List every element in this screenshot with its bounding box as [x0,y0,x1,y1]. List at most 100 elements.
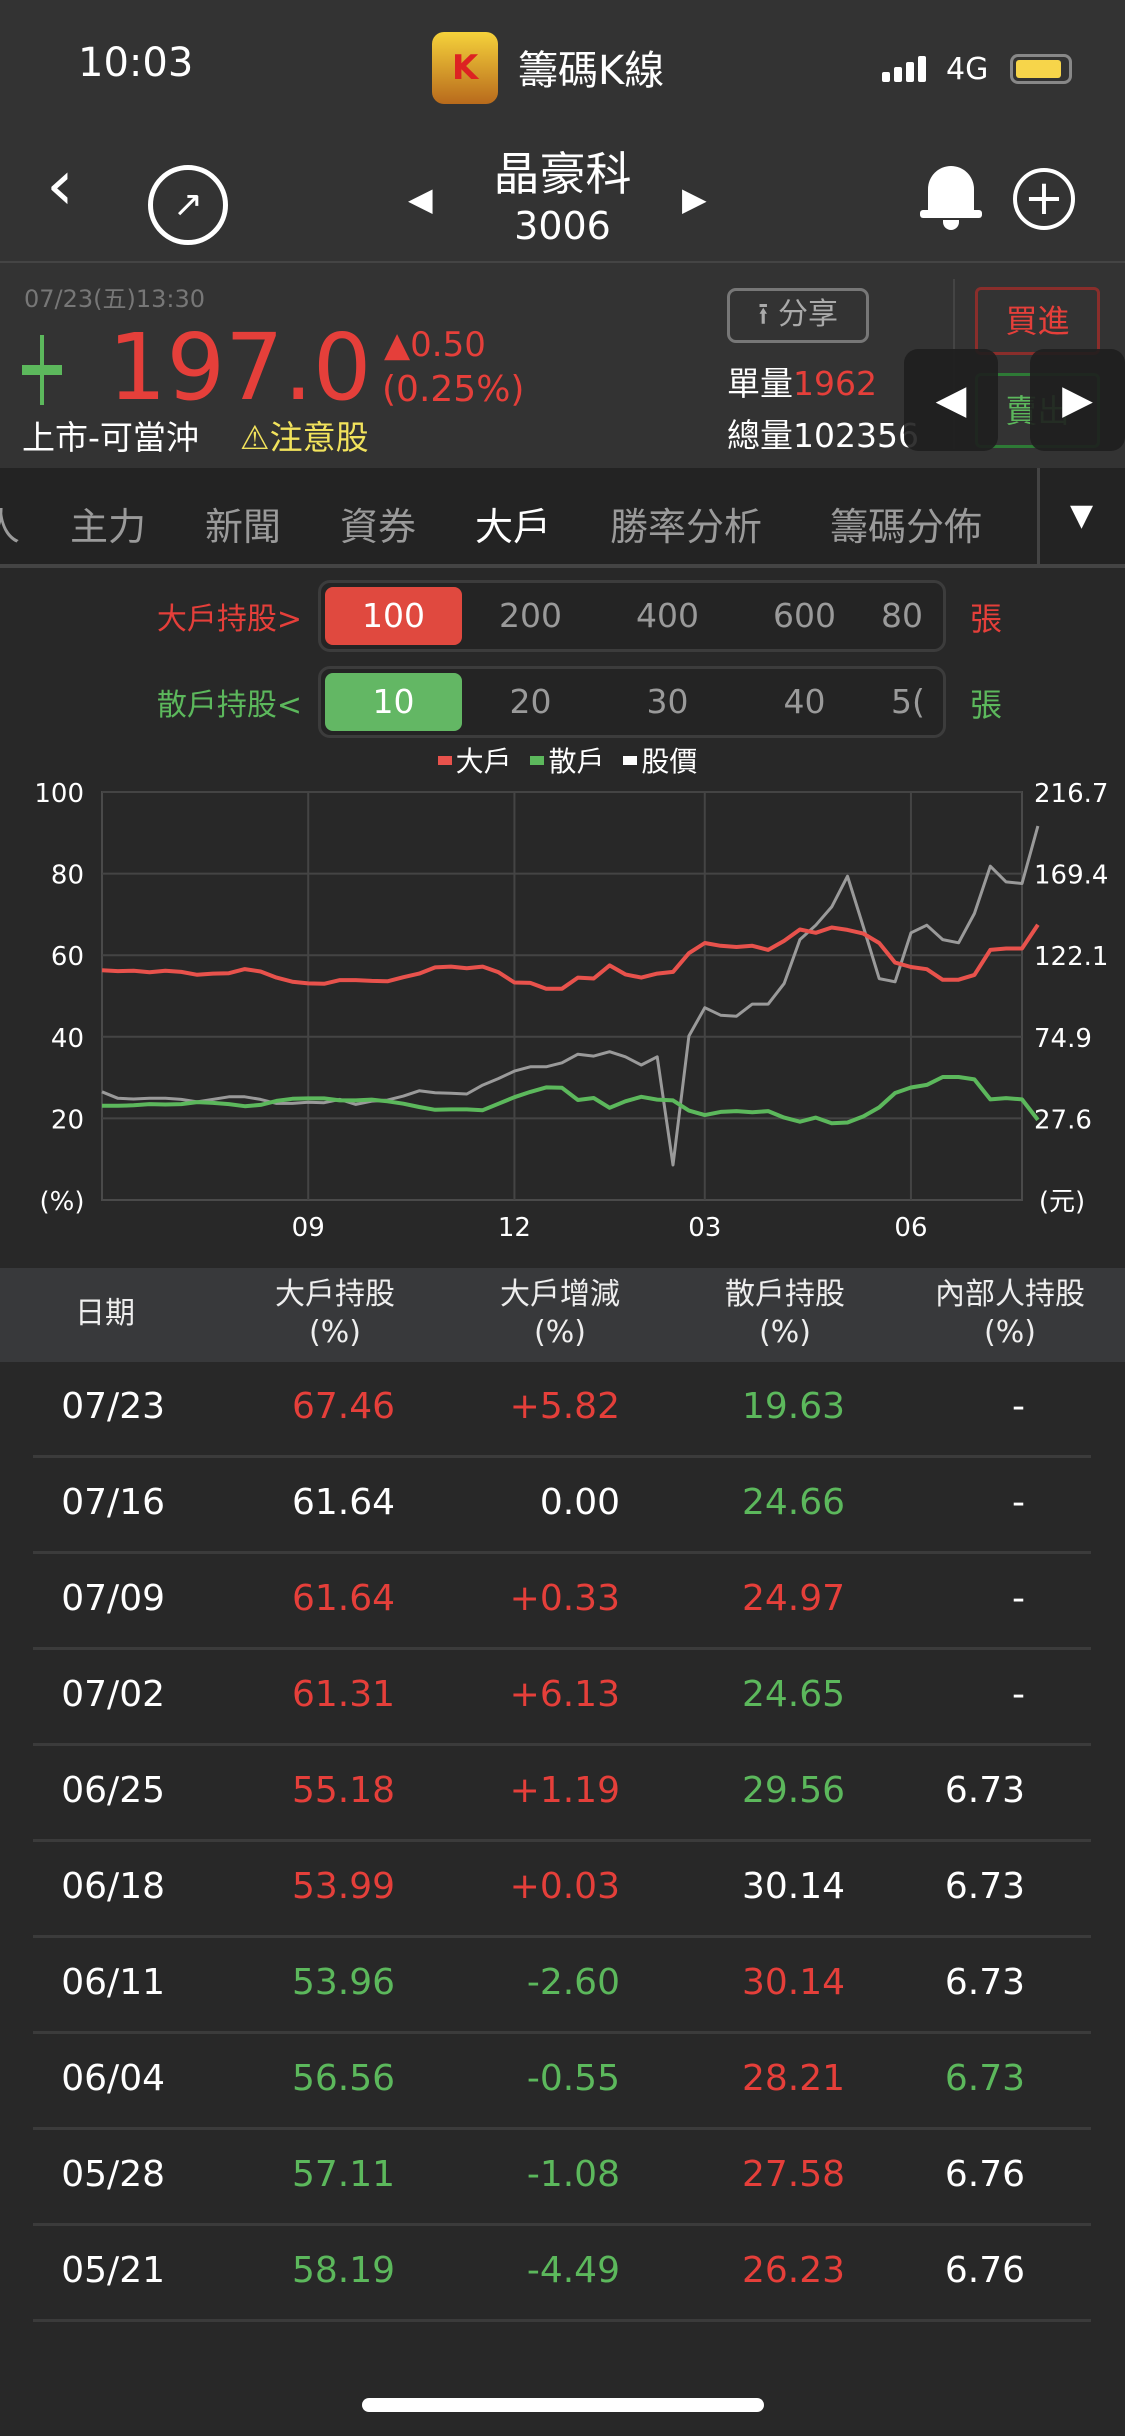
target-trend-icon[interactable]: ↗ [148,165,228,245]
unit-volume-value: 1962 [793,364,877,403]
legend-swatch-big [437,756,452,765]
big-filter-segment[interactable]: 100 200 400 600 80 [318,580,946,652]
big-option-600[interactable]: 600 [773,596,836,635]
table-row[interactable]: 06/18 53.99 +0.03 30.14 6.73 [0,1842,1125,1938]
prev-overlay-arrow-icon[interactable]: ◀ [904,349,998,451]
cell-date: 07/23 [61,1386,165,1427]
row-divider [33,2031,1091,2034]
cell-retail: 24.65 [741,1674,845,1715]
back-chevron-icon[interactable]: ‹ [46,144,74,226]
right-tick-label: 74.9 [1034,1024,1092,1054]
table-row[interactable]: 07/02 61.31 +6.13 24.65 - [0,1650,1125,1746]
add-circle-icon[interactable]: + [1013,168,1075,230]
column-header-label: 大戶增減 [500,1277,620,1312]
left-tick-label: 60 [51,942,84,972]
tab-margin[interactable]: 資券 [340,505,417,549]
retail-option-50[interactable]: 5( [891,682,925,721]
column-header-unit: (%) [984,1315,1036,1350]
row-divider [33,1455,1091,1458]
cell-insider: 6.76 [944,2250,1025,2291]
x-tick-label: 06 [894,1213,927,1243]
tab-big-holders[interactable]: 大戶 [475,505,552,549]
tab-main-force[interactable]: 主力 [70,505,147,549]
warning-triangle-icon: ⚠ [240,418,270,457]
tab-win-rate[interactable]: 勝率分析 [610,505,763,549]
tab-bar: 人 主力 新聞 資券 大戶 勝率分析 籌碼分佈 ▼ [0,468,1125,568]
next-stock-arrow-icon[interactable]: ▶ [682,180,707,218]
table-row[interactable]: 05/21 58.19 -4.49 26.23 6.76 [0,2226,1125,2322]
row-divider [33,1935,1091,1938]
legend-big: 大戶 [455,745,512,778]
bell-icon[interactable] [918,160,984,232]
tab-dropdown-icon[interactable]: ▼ [1070,498,1094,533]
next-overlay-arrow-icon[interactable]: ▶ [1030,349,1125,451]
big-option-400[interactable]: 400 [636,596,699,635]
total-volume: 總量102356 [727,409,919,457]
cell-big: 58.19 [291,2250,395,2291]
legend-price: 股價 [641,745,698,778]
stock-name: 晶豪科 [493,147,632,201]
holding-chart: 100 216.7 80 169.4 60 122.1 40 74.9 20 27.6 (%) (元)… [34,779,1108,1243]
row-divider [33,2319,1091,2322]
right-tick-label: 27.6 [1034,1105,1092,1135]
cell-date: 07/16 [61,1482,165,1523]
series-line-price [101,825,1040,1167]
cell-date: 07/09 [61,1578,165,1619]
series-line-big [101,923,1040,991]
cell-retail: 30.14 [741,1962,845,2003]
table-row[interactable]: 06/04 56.56 -0.55 28.21 6.73 [0,2034,1125,2130]
table-row[interactable]: 06/25 55.18 +1.19 29.56 6.73 [0,1746,1125,1842]
app-name: 籌碼K線 [518,48,665,94]
retail-option-40[interactable]: 40 [783,682,826,721]
cell-chg: -2.60 [526,1962,620,2003]
retail-option-30[interactable]: 30 [646,682,689,721]
plot-frame [101,791,1023,1201]
right-tick-label: 216.7 [1034,779,1108,809]
battery-icon [1010,54,1072,84]
legend-swatch-retail [530,756,545,765]
cell-big: 55.18 [291,1770,395,1811]
table-row[interactable]: 05/28 57.11 -1.08 27.58 6.76 [0,2130,1125,2226]
table-row[interactable]: 07/23 67.46 +5.82 19.63 - [0,1362,1125,1458]
current-price: 197.0 [108,314,372,421]
big-option-100[interactable]: 100 [325,587,462,645]
cell-chg: -4.49 [526,2250,620,2291]
left-tick-label: 40 [51,1024,84,1054]
cell-big: 61.64 [291,1482,395,1523]
table-header: 日期 大戶持股 (%) 大戶增減 (%) 散戶持股 (%) 內部人持股 (%) [0,1268,1125,1362]
x-tick-label: 03 [688,1213,721,1243]
retail-option-10[interactable]: 10 [325,673,462,731]
left-axis-unit: (%) [40,1187,85,1217]
retail-filter-segment[interactable]: 10 20 30 40 5( [318,666,946,738]
row-divider [33,1647,1091,1650]
cell-chg: +0.33 [509,1578,620,1619]
cell-retail: 30.14 [741,1866,845,1907]
top-bar: 10:03 K 籌碼K線 4G ‹ ↗ ◀ 晶豪科 3006 ▶ + [0,0,1125,263]
cell-date: 06/25 [61,1770,165,1811]
table-row[interactable]: 06/11 53.96 -2.60 30.14 6.73 [0,1938,1125,2034]
tab-partial[interactable]: 人 [0,505,21,549]
prev-stock-arrow-icon[interactable]: ◀ [408,180,433,218]
cell-chg: -1.08 [526,2154,620,2195]
cell-retail: 29.56 [741,1770,845,1811]
share-button[interactable]: ⭱ 分享 [727,288,869,343]
network-label: 4G [946,52,989,87]
buy-button[interactable]: 買進 [975,287,1100,355]
tab-news[interactable]: 新聞 [205,505,282,549]
column-header: 大戶持股 (%) [225,1276,445,1352]
tab-chip-distribution[interactable]: 籌碼分佈 [830,505,983,549]
table-row[interactable]: 07/09 61.64 +0.33 24.97 - [0,1554,1125,1650]
column-header: 內部人持股 (%) [900,1276,1120,1352]
row-divider [33,1551,1091,1554]
market-type: 上市-可當沖 [22,418,199,457]
cell-insider: 6.76 [944,2154,1025,2195]
column-header: 散戶持股 (%) [675,1276,895,1352]
cell-date: 06/04 [61,2058,165,2099]
big-option-800[interactable]: 80 [881,596,923,635]
chart-legend: 大戶 散戶 股價 [0,740,1125,780]
cell-date: 05/28 [61,2154,165,2195]
cell-retail: 26.23 [741,2250,845,2291]
retail-option-20[interactable]: 20 [509,682,552,721]
table-row[interactable]: 07/16 61.64 0.00 24.66 - [0,1458,1125,1554]
big-option-200[interactable]: 200 [499,596,562,635]
